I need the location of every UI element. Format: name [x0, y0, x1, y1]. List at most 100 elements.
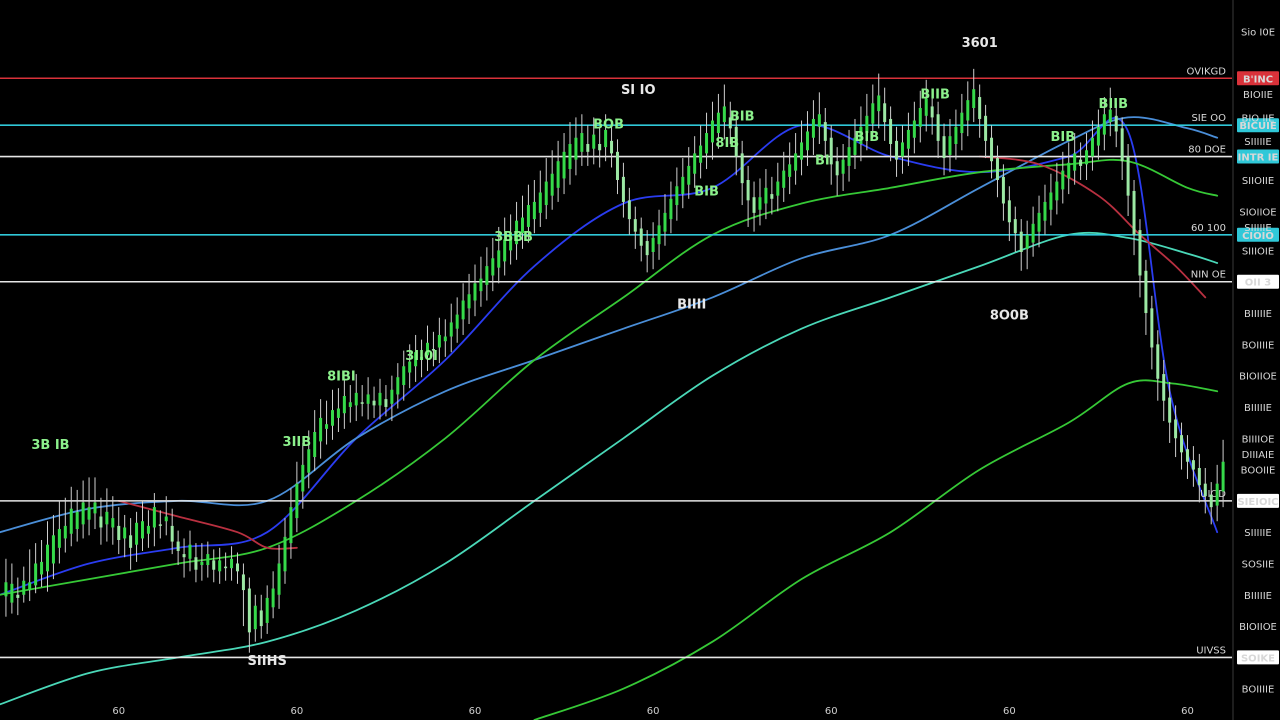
candle-body	[918, 108, 922, 127]
candle	[354, 374, 358, 422]
candle-body	[794, 153, 798, 171]
candle	[871, 84, 875, 138]
candle	[63, 497, 67, 553]
candle	[924, 79, 928, 132]
candle	[425, 325, 429, 371]
candle	[4, 558, 8, 617]
candle-body	[235, 563, 239, 572]
candle-body	[420, 356, 424, 360]
price-tick-17: BIIIIIE	[1244, 591, 1272, 602]
candle	[336, 388, 340, 432]
candle	[105, 488, 109, 542]
candle	[1221, 439, 1225, 508]
candle	[372, 386, 376, 418]
annotation-15: 8IBI	[327, 369, 356, 384]
candle	[556, 140, 560, 202]
candle-body	[604, 129, 608, 148]
level-price-tag-6[interactable]: SOIKE	[1237, 650, 1279, 665]
candle-body	[40, 561, 44, 575]
level-price-tag-1[interactable]: BICUIE	[1237, 118, 1279, 133]
candle	[699, 125, 703, 179]
candle	[1144, 259, 1148, 335]
candle-body	[1150, 308, 1154, 348]
candle-body	[152, 507, 156, 528]
candle-body	[28, 582, 32, 591]
candle-body	[538, 192, 542, 213]
annotation-4: 8IB	[715, 136, 739, 151]
candle-body	[651, 237, 655, 252]
candle-body	[467, 294, 471, 309]
candle	[877, 73, 881, 129]
candle-body	[390, 389, 394, 404]
candle	[10, 563, 14, 614]
candle-body	[431, 349, 435, 351]
candle	[823, 108, 827, 159]
candle	[936, 101, 940, 159]
candle	[645, 230, 649, 273]
annotation-16: 3B IB	[31, 438, 69, 453]
candle-body	[645, 241, 649, 256]
price-tick-10: BIOIIOE	[1239, 372, 1277, 383]
level-price-tag-5[interactable]: SIEIOIC	[1237, 493, 1279, 508]
candle	[194, 543, 198, 583]
candle	[218, 547, 222, 584]
candle	[1055, 162, 1059, 215]
candle	[1043, 184, 1047, 235]
candle-body	[414, 352, 418, 367]
candle-body	[402, 366, 406, 386]
candle-body	[693, 153, 697, 174]
candle-body	[16, 594, 20, 598]
price-axis[interactable]: Sio I0E BIOIIE BIO IIE SIIIIIE SIIOIIE SIOIIO…	[1239, 27, 1277, 695]
candle-body	[574, 137, 578, 160]
candle	[140, 500, 144, 551]
candle	[176, 530, 180, 566]
candle	[1025, 220, 1029, 270]
candle	[247, 577, 251, 653]
candle	[241, 563, 245, 627]
candle-body	[93, 502, 97, 514]
ma-line-6	[978, 155, 1207, 299]
candle-body	[526, 205, 530, 227]
level-price-tag-3[interactable]: CIOIO	[1237, 227, 1279, 242]
candle	[960, 93, 964, 151]
level-price-tag-4[interactable]: OII 3	[1237, 274, 1279, 289]
level-price-tag-0[interactable]: B'INC	[1237, 71, 1279, 86]
candle-body	[995, 158, 999, 180]
candle	[111, 496, 115, 545]
candle-body	[117, 525, 121, 540]
candle-body	[1215, 483, 1219, 506]
candle	[574, 117, 578, 176]
time-tick-5: 60	[1003, 706, 1016, 717]
candle-body	[503, 239, 507, 262]
candle	[1102, 97, 1106, 151]
level-label-3: 60 100	[1191, 223, 1226, 234]
candle-body	[170, 525, 174, 542]
candle	[34, 543, 38, 594]
candle-body	[182, 554, 186, 558]
candle-body	[271, 588, 275, 608]
candle	[384, 385, 388, 417]
candle-body	[847, 147, 851, 166]
candle-body	[705, 133, 709, 154]
candle	[817, 92, 821, 144]
candle	[1150, 295, 1154, 370]
candle-body	[550, 173, 554, 196]
candle	[1185, 435, 1189, 479]
candle-body	[1191, 460, 1195, 470]
candle	[230, 546, 234, 581]
candle-body	[675, 186, 679, 206]
candle	[883, 87, 887, 141]
candle	[235, 552, 239, 584]
candle-body	[544, 181, 548, 206]
candle-body	[479, 278, 483, 292]
candle-body	[277, 563, 281, 595]
candle	[1019, 219, 1023, 271]
level-price-tag-2[interactable]: INTR IE	[1237, 149, 1279, 164]
candle-body	[687, 165, 691, 185]
level-price-tag-label-5: SIEIOIC	[1237, 497, 1278, 508]
candle	[342, 378, 346, 429]
candle-body	[681, 176, 685, 195]
candle-body	[253, 605, 257, 630]
candle	[408, 344, 412, 389]
time-axis[interactable]: 60 60 60 60 60 60 60	[112, 706, 1193, 717]
